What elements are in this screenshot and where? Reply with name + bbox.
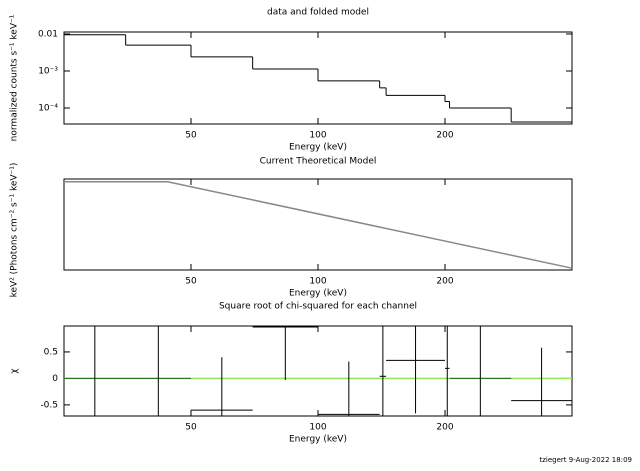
x-axis-label: Energy (keV) <box>289 435 347 445</box>
model-line <box>64 180 573 269</box>
y-axis-label: χ <box>10 368 20 373</box>
footer: tziegert 9-Aug-2022 18:09 <box>539 456 632 464</box>
y-tick-label: 10⁻³ <box>38 66 58 76</box>
y-axis-label: keV² (Photons cm⁻² s⁻¹ keV⁻¹) <box>10 163 20 298</box>
y-tick-label: 0.01 <box>38 29 58 39</box>
y-tick-label: 0.5 <box>44 347 58 357</box>
plot-frame <box>63 178 573 271</box>
panel-title: data and folded model <box>267 8 369 18</box>
x-tick-label: 50 <box>185 423 197 433</box>
x-tick-label: 100 <box>309 131 326 141</box>
x-tick-label: 200 <box>436 423 453 433</box>
x-tick-label: 100 <box>309 423 326 433</box>
x-tick-label: 200 <box>436 277 453 287</box>
x-axis-label: Energy (keV) <box>289 143 347 153</box>
x-tick-label: 100 <box>309 277 326 287</box>
y-axis-label: normalized counts s⁻¹ keV⁻¹ <box>10 14 20 141</box>
y-tick-label: 10⁻⁴ <box>38 104 58 114</box>
y-tick-label: -0.5 <box>40 400 58 410</box>
x-tick-label: 50 <box>185 131 197 141</box>
x-tick-label: 50 <box>185 277 197 287</box>
x-axis-label: Energy (keV) <box>289 289 347 299</box>
x-tick-label: 200 <box>436 131 453 141</box>
panel-title: Current Theoretical Model <box>260 157 377 167</box>
panel-title: Square root of chi-squared for each chan… <box>219 302 417 312</box>
y-tick-label: 0 <box>52 374 58 384</box>
plot-frame <box>63 325 573 417</box>
